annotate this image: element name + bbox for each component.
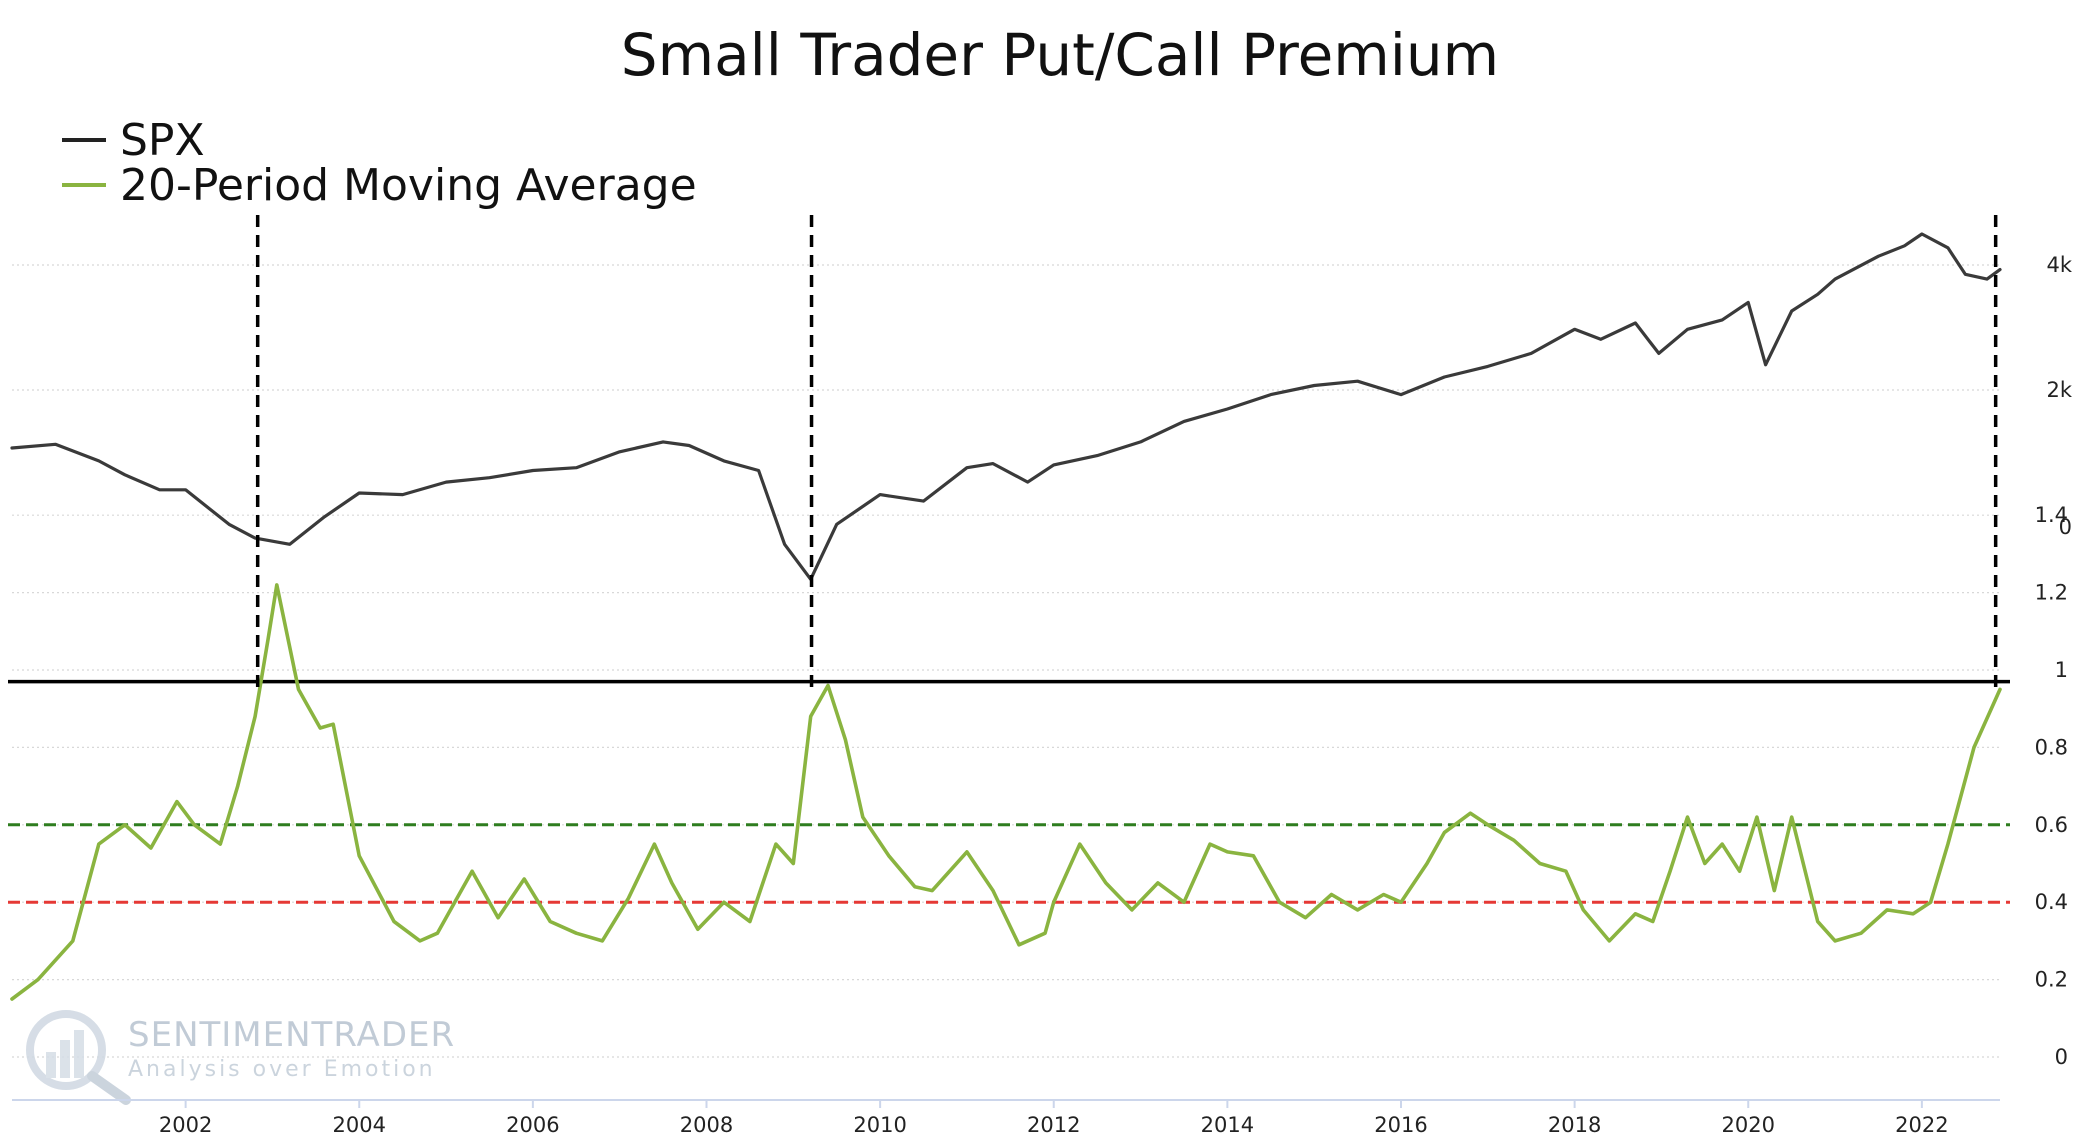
- sentimentrader-watermark: SENTIMENTRADER Analysis over Emotion: [26, 1010, 455, 1105]
- ma-y-tick-label: 0.8: [2035, 735, 2068, 759]
- magnifier-logo-icon: [26, 1010, 131, 1105]
- ma-y-tick-label: 0: [2055, 1045, 2068, 1069]
- x-tick-label: 2022: [1895, 1113, 1948, 1137]
- x-tick-labels: 2002 2004 2006 2008 2010 2012 2014 2016 2018 2020…: [159, 1100, 1949, 1137]
- x-tick-label: 2004: [333, 1113, 386, 1137]
- legend-label-spx: SPX: [120, 115, 205, 166]
- spx-series-line: [10, 232, 2002, 581]
- watermark-tagline: Analysis over Emotion: [128, 1057, 436, 1082]
- spx-y-tick-label: 2k: [2046, 378, 2072, 402]
- x-tick-label: 2018: [1548, 1113, 1601, 1137]
- ma-y-tick-label: 1: [2055, 658, 2068, 682]
- ma-y-tick-label: 1.2: [2035, 581, 2068, 605]
- spx-y-tick-label: 0: [2059, 515, 2072, 539]
- x-tick-label: 2008: [680, 1113, 733, 1137]
- reference-lines: [8, 679, 2010, 904]
- x-tick-label: 2014: [1201, 1113, 1254, 1137]
- chart-title: Small Trader Put/Call Premium: [621, 21, 1499, 89]
- x-tick-label: 2002: [159, 1113, 212, 1137]
- ma-y-tick-label: 0.2: [2035, 968, 2068, 992]
- ma-y-tick-label: 0.4: [2035, 890, 2068, 914]
- x-tick-label: 2006: [506, 1113, 559, 1137]
- x-tick-label: 2012: [1027, 1113, 1080, 1137]
- gridlines: [12, 264, 2000, 1058]
- watermark-name: SENTIMENTRADER: [128, 1015, 455, 1055]
- legend: SPX 20-Period Moving Average: [62, 115, 697, 211]
- x-tick-label: 2016: [1374, 1113, 1427, 1137]
- legend-label-ma: 20-Period Moving Average: [120, 160, 697, 211]
- spx-y-tick-label: 4k: [2046, 253, 2072, 277]
- moving-average-series-line: [10, 583, 2002, 1001]
- series: [10, 232, 2002, 1001]
- x-tick-label: 2010: [853, 1113, 906, 1137]
- ma-y-tick-label: 0.6: [2035, 813, 2068, 837]
- ma-y-tick-label: 1.4: [2035, 503, 2068, 527]
- signal-markers: [255, 215, 1998, 688]
- x-tick-label: 2020: [1722, 1113, 1775, 1137]
